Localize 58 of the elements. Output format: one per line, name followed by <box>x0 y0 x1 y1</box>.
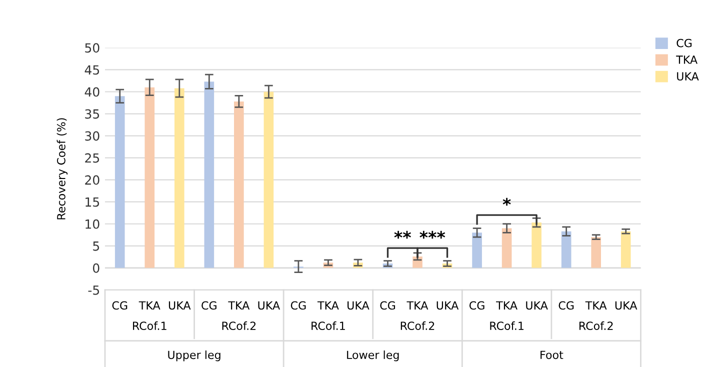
bar <box>472 232 482 268</box>
y-tick-label: 10 <box>86 219 100 229</box>
bar <box>234 101 244 268</box>
x-tick-label: UKA <box>436 301 459 310</box>
legend-label: TKA <box>676 56 698 64</box>
text: RCof.1 <box>133 321 166 330</box>
y-tick-label: 35 <box>85 109 100 119</box>
text: RCof.1 <box>490 321 524 330</box>
y-tick-label: 30 <box>85 131 100 141</box>
x-tick-label: TKA <box>585 301 607 310</box>
bar <box>561 231 572 268</box>
annotation: *** <box>420 230 446 239</box>
x-tick-label: TKA <box>138 301 160 310</box>
y-tick-label: 20 <box>85 175 100 185</box>
bar <box>204 82 214 268</box>
x-tick-label: UKA <box>168 301 191 310</box>
x-tick-label: TKA <box>406 301 428 310</box>
x-tick-label: CG <box>202 301 216 310</box>
x-tick-label: CG <box>558 301 574 310</box>
bar <box>502 228 512 268</box>
bar <box>591 237 602 268</box>
text: RCof.2 <box>579 321 613 330</box>
bar <box>620 231 631 268</box>
legend-label: UKA <box>677 72 699 81</box>
text: Foot <box>540 350 564 360</box>
y-tick-label: 50 <box>85 43 100 53</box>
text: RCof.1 <box>312 321 345 330</box>
text: RCof.2 <box>222 321 256 330</box>
y-axis-title: Recovery Coef (%) <box>56 118 68 220</box>
x-tick-label: UKA <box>526 301 548 310</box>
x-tick-label: CG <box>469 301 484 310</box>
y-tick-label: -5 <box>88 286 100 295</box>
y-tick-label: 5 <box>93 242 100 251</box>
x-tick-label: UKA <box>615 301 638 310</box>
bar <box>174 88 184 268</box>
text: Upper leg <box>168 350 220 362</box>
y-tick-label: 15 <box>86 197 100 207</box>
bar <box>114 96 125 268</box>
annotation: * <box>502 198 511 206</box>
y-tick-label: 40 <box>84 87 100 97</box>
bar <box>144 87 155 268</box>
x-tick-label: TKA <box>496 301 518 310</box>
x-tick-label: UKA <box>348 301 370 310</box>
annotation: ** <box>394 230 412 239</box>
y-tick-label: 45 <box>84 65 100 75</box>
legend-label: CG <box>676 38 692 48</box>
x-tick-label: UKA <box>258 301 280 310</box>
x-tick-label: CG <box>380 301 396 310</box>
y-tick-label: 0 <box>92 263 100 273</box>
text: RCof.2 <box>400 321 434 330</box>
x-tick-label: CG <box>112 301 128 310</box>
text: Lower leg <box>347 350 399 362</box>
x-tick-label: TKA <box>317 301 339 310</box>
bar <box>532 222 542 268</box>
x-tick-label: TKA <box>228 301 250 310</box>
y-tick-label: 25 <box>85 153 100 163</box>
bar <box>264 92 274 268</box>
x-tick-label: CG <box>290 301 306 310</box>
